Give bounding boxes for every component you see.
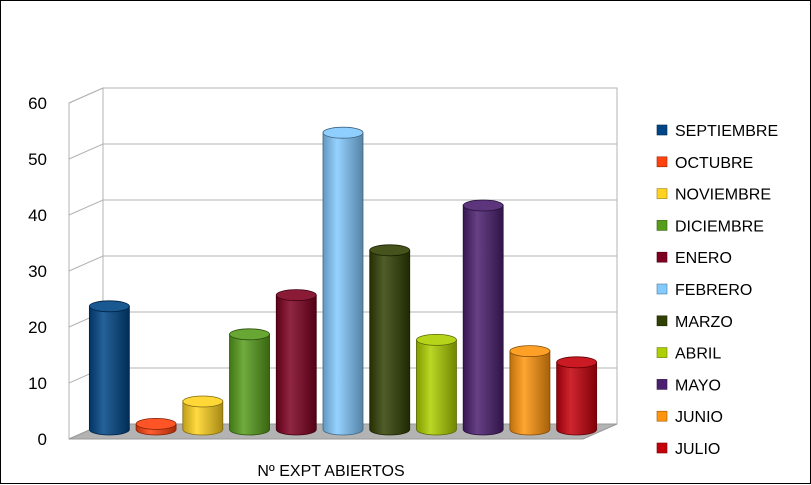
legend-label: ENERO [675,250,732,267]
bar-junio [509,345,551,436]
y-tick-label: 50 [28,150,47,169]
legend-label: OCTUBRE [675,155,753,172]
legend-swatch [656,410,668,422]
legend-swatch [656,124,668,136]
gridline [68,199,617,216]
legend-item-diciembre: DICIEMBRE [656,218,764,235]
bar-abril [416,333,457,436]
bars [88,126,598,436]
legend-label: DICIEMBRE [675,218,764,235]
gridline [68,87,617,104]
legend-label: JUNIO [675,409,723,426]
legend-swatch [656,220,668,231]
x-category-label: Nº EXPT ABIERTOS [257,463,404,480]
legend-item-abril: ABRIL [656,346,721,363]
legend-label: MAYO [675,377,721,394]
y-tick-label: 10 [28,374,47,393]
legend-item-julio: JULIO [656,441,720,458]
legend-label: MARZO [675,314,733,331]
bar-enero [275,289,317,436]
bar-octubre [135,417,177,436]
y-axis-ticks: 0 10 20 30 40 50 60 [28,94,47,449]
legend-item-enero: ENERO [656,250,732,267]
gridline [68,255,617,272]
bar-febrero [322,126,364,436]
legend-label: ABRIL [675,346,721,363]
bar-marzo [369,244,411,436]
legend-swatch [656,347,668,358]
legend-item-octubre: OCTUBRE [656,155,753,172]
legend-swatch [656,379,668,390]
y-tick-label: 30 [28,262,47,281]
bar-noviembre [182,395,224,436]
y-tick-label: 40 [28,206,47,225]
legend-label: FEBRERO [675,282,752,299]
bar-julio [556,356,598,436]
legend: SEPTIEMBRE OCTUBRE NOVIEMBRE DICIEMBRE ENERO… [656,123,778,458]
legend-swatch [656,283,668,295]
legend-label: SEPTIEMBRE [675,123,778,140]
legend-swatch [656,156,668,168]
bar-septiembre [88,300,130,436]
gridline [68,143,617,160]
legend-item-mayo: MAYO [656,377,721,394]
bar-mayo [462,199,504,436]
y-tick-label: 60 [28,94,47,113]
legend-swatch [656,251,668,263]
legend-item-septiembre: SEPTIEMBRE [656,123,778,140]
legend-item-febrero: FEBRERO [656,282,752,299]
bar-diciembre [229,328,270,436]
legend-item-marzo: MARZO [656,314,733,331]
legend-label: NOVIEMBRE [675,187,771,204]
legend-item-noviembre: NOVIEMBRE [656,187,771,204]
legend-swatch [656,442,668,454]
legend-item-junio: JUNIO [656,409,723,426]
y-tick-label: 0 [38,430,47,449]
y-tick-label: 20 [28,318,47,337]
legend-swatch [656,188,668,199]
legend-swatch [656,315,668,327]
legend-label: JULIO [675,441,720,458]
